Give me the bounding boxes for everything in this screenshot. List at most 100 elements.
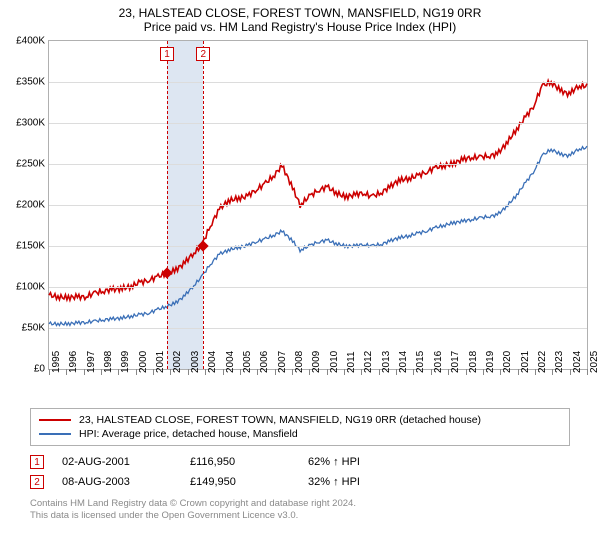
y-axis-label: £200K <box>16 200 45 211</box>
x-axis-label: 2015 <box>415 351 426 373</box>
x-tick <box>448 369 449 375</box>
event-marker-label: 2 <box>196 47 210 61</box>
legend-label: HPI: Average price, detached house, Mans… <box>79 428 298 440</box>
x-axis-label: 2002 <box>172 351 183 373</box>
x-tick <box>483 369 484 375</box>
event-date: 02-AUG-2001 <box>62 456 172 468</box>
x-tick <box>431 369 432 375</box>
x-axis-label: 1997 <box>86 351 97 373</box>
event-marker-label: 1 <box>160 47 174 61</box>
x-tick <box>344 369 345 375</box>
event-date: 08-AUG-2003 <box>62 476 172 488</box>
x-axis-label: 2021 <box>520 351 531 373</box>
x-axis-label: 2006 <box>259 351 270 373</box>
legend-swatch <box>39 433 71 435</box>
x-axis-label: 2005 <box>242 351 253 373</box>
page-title: 23, HALSTEAD CLOSE, FOREST TOWN, MANSFIE… <box>0 6 600 20</box>
x-tick <box>518 369 519 375</box>
x-axis-label: 2012 <box>363 351 374 373</box>
x-axis-label: 2009 <box>311 351 322 373</box>
y-axis-label: £50K <box>22 323 45 334</box>
x-tick <box>327 369 328 375</box>
y-axis-label: £300K <box>16 118 45 129</box>
footer-line: This data is licensed under the Open Gov… <box>30 510 570 522</box>
x-axis-label: 2010 <box>329 351 340 373</box>
event-price: £149,950 <box>190 476 290 488</box>
x-tick <box>275 369 276 375</box>
gridline <box>49 164 587 165</box>
legend-label: 23, HALSTEAD CLOSE, FOREST TOWN, MANSFIE… <box>79 414 481 426</box>
x-axis-label: 2018 <box>468 351 479 373</box>
x-tick <box>379 369 380 375</box>
x-axis-label: 1999 <box>120 351 131 373</box>
page-subtitle: Price paid vs. HM Land Registry's House … <box>0 20 600 34</box>
x-tick <box>188 369 189 375</box>
y-axis-label: £150K <box>16 241 45 252</box>
x-axis-label: 2004 <box>225 351 236 373</box>
x-axis-label: 2014 <box>398 351 409 373</box>
gridline <box>49 287 587 288</box>
x-axis-label: 2008 <box>294 351 305 373</box>
y-axis-label: £0 <box>34 364 45 375</box>
x-axis-label: 2013 <box>381 351 392 373</box>
event-key-icon: 2 <box>30 475 44 489</box>
events-table: 1 02-AUG-2001 £116,950 62% ↑ HPI 2 08-AU… <box>30 452 570 492</box>
x-tick <box>136 369 137 375</box>
series-hpi <box>49 146 587 326</box>
x-axis-label: 2025 <box>589 351 600 373</box>
x-axis-label: 2001 <box>155 351 166 373</box>
x-tick <box>49 369 50 375</box>
x-axis-label: 2022 <box>537 351 548 373</box>
footer-line: Contains HM Land Registry data © Crown c… <box>30 498 570 510</box>
gridline <box>49 246 587 247</box>
y-axis-label: £100K <box>16 282 45 293</box>
x-axis-label: 2020 <box>502 351 513 373</box>
event-vline <box>203 41 204 369</box>
x-axis-label: 2019 <box>485 351 496 373</box>
y-axis-label: £250K <box>16 159 45 170</box>
x-axis-label: 2007 <box>277 351 288 373</box>
event-pct: 62% ↑ HPI <box>308 456 388 468</box>
x-tick <box>84 369 85 375</box>
event-pct: 32% ↑ HPI <box>308 476 388 488</box>
gridline <box>49 328 587 329</box>
footer: Contains HM Land Registry data © Crown c… <box>30 498 570 523</box>
x-axis-label: 1996 <box>68 351 79 373</box>
series-property <box>49 81 587 301</box>
legend: 23, HALSTEAD CLOSE, FOREST TOWN, MANSFIE… <box>30 408 570 446</box>
y-axis-label: £400K <box>16 36 45 47</box>
x-axis-label: 1998 <box>103 351 114 373</box>
x-axis-label: 2024 <box>572 351 583 373</box>
event-row: 1 02-AUG-2001 £116,950 62% ↑ HPI <box>30 452 570 472</box>
x-tick <box>223 369 224 375</box>
legend-item-property: 23, HALSTEAD CLOSE, FOREST TOWN, MANSFIE… <box>39 413 561 427</box>
y-axis-label: £350K <box>16 77 45 88</box>
x-axis-label: 2004 <box>207 351 218 373</box>
x-tick <box>570 369 571 375</box>
event-price: £116,950 <box>190 456 290 468</box>
x-tick <box>535 369 536 375</box>
x-axis-label: 2017 <box>450 351 461 373</box>
event-vline <box>167 41 168 369</box>
price-chart: £0£50K£100K£150K£200K£250K£300K£350K£400… <box>48 40 588 370</box>
gridline <box>49 123 587 124</box>
event-key-icon: 1 <box>30 455 44 469</box>
page: 23, HALSTEAD CLOSE, FOREST TOWN, MANSFIE… <box>0 0 600 560</box>
x-tick <box>240 369 241 375</box>
gridline <box>49 205 587 206</box>
event-row: 2 08-AUG-2003 £149,950 32% ↑ HPI <box>30 472 570 492</box>
x-axis-label: 1995 <box>51 351 62 373</box>
x-axis-label: 2016 <box>433 351 444 373</box>
x-axis-label: 2000 <box>138 351 149 373</box>
x-tick <box>396 369 397 375</box>
x-axis-label: 2003 <box>190 351 201 373</box>
legend-item-hpi: HPI: Average price, detached house, Mans… <box>39 427 561 441</box>
x-tick <box>101 369 102 375</box>
x-tick <box>466 369 467 375</box>
x-tick <box>153 369 154 375</box>
x-tick <box>587 369 588 375</box>
x-axis-label: 2023 <box>554 351 565 373</box>
x-axis-label: 2011 <box>346 351 357 373</box>
x-tick <box>292 369 293 375</box>
legend-swatch <box>39 419 71 421</box>
